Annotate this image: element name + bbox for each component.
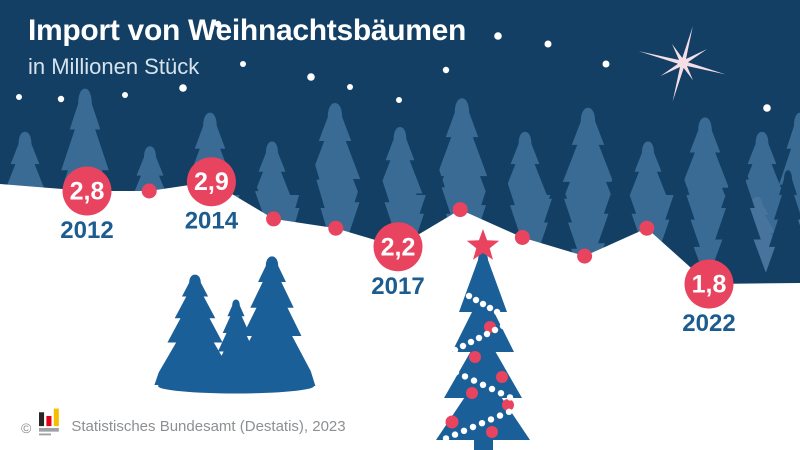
data-point-2022-year-label: 2022 — [682, 310, 735, 337]
data-point-2012-year-label: 2012 — [60, 217, 113, 244]
data-point-2020-dot — [577, 248, 593, 264]
decorated-tree — [436, 229, 530, 450]
data-point-2018-dot — [452, 202, 468, 218]
data-point-2012-circle — [62, 166, 112, 216]
data-point-2017-value: 2,2 — [381, 233, 416, 261]
sparkle-star-icon — [638, 26, 726, 102]
data-point-2017-year-label: 2017 — [371, 273, 424, 300]
data-point-2022-circle — [684, 259, 734, 309]
data-point-2019-dot — [514, 230, 530, 245]
chart-layer: 2,8 2012 2,9 2014 2,2 2017 1,8 2022 — [60, 157, 736, 337]
title-block: Import von Weihnachtsbäumen in Millionen… — [28, 14, 466, 80]
data-point-2022-value: 1,8 — [692, 271, 727, 299]
plain-trees-group — [154, 256, 316, 394]
data-point-2013-dot — [141, 183, 157, 199]
data-point-2014-year-label: 2014 — [185, 208, 239, 235]
source-text: Statistisches Bundesamt (Destatis), 2023 — [71, 418, 346, 435]
tree-ornaments — [445, 321, 514, 438]
source-footer: © Statistisches Bundesamt (Destatis), 20… — [21, 407, 346, 436]
data-point-2014-circle — [186, 157, 236, 207]
data-point-2016-dot — [328, 220, 344, 236]
tree-garlands — [442, 292, 522, 442]
data-point-2017-circle — [373, 222, 423, 272]
page-subtitle: in Millionen Stück — [28, 53, 200, 79]
page-title: Import von Weihnachtsbäumen — [28, 14, 467, 47]
data-point-2021-dot — [639, 220, 655, 236]
copyright-symbol: © — [21, 420, 32, 436]
data-point-2014-value: 2,9 — [194, 168, 229, 196]
data-point-2015-dot — [266, 211, 282, 227]
data-point-2012-value: 2,8 — [70, 178, 105, 206]
destatis-logo-icon — [39, 408, 60, 436]
tree-top-star-icon — [466, 229, 500, 260]
